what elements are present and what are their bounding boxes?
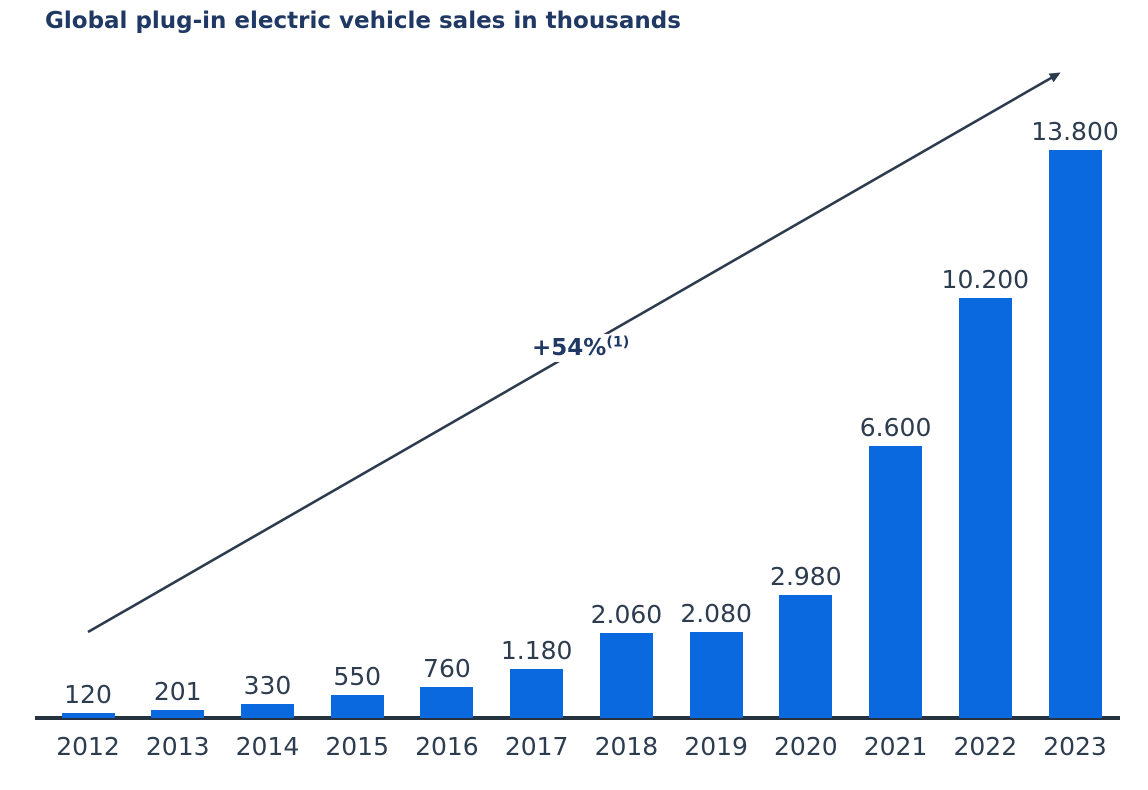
- bar-2022: [958, 298, 1012, 718]
- value-label-2017: 1.180: [500, 636, 573, 665]
- value-label-2012: 120: [64, 680, 112, 709]
- year-label-2023: 2023: [1043, 732, 1107, 761]
- year-label-2018: 2018: [594, 732, 659, 761]
- value-label-2021: 6.600: [859, 413, 932, 442]
- chart-title: Global plug-in electric vehicle sales in…: [45, 8, 681, 34]
- value-label-2013: 201: [153, 677, 202, 706]
- year-label-2015: 2015: [325, 732, 389, 761]
- footnote-marker: (1): [606, 334, 630, 351]
- year-label-2012: 2012: [56, 732, 120, 761]
- bar-2020: [779, 595, 833, 718]
- value-label-2018: 2.060: [590, 600, 663, 629]
- bar-2012: [61, 713, 115, 718]
- bar-2023: [1048, 150, 1102, 718]
- year-label-2020: 2020: [774, 732, 838, 761]
- value-label-2016: 760: [423, 654, 471, 683]
- bar-2018: [599, 633, 653, 718]
- year-label-2019: 2019: [684, 732, 748, 761]
- year-label-2014: 2014: [235, 732, 300, 761]
- growth-annotation: +54%(1): [526, 334, 636, 362]
- bar-2021: [869, 446, 923, 718]
- bar-2016: [420, 687, 474, 718]
- value-label-2014: 330: [243, 671, 292, 700]
- bar-2013: [151, 710, 205, 718]
- bar-2014: [240, 704, 294, 718]
- year-label-2016: 2016: [415, 732, 479, 761]
- bar-2015: [330, 695, 384, 718]
- value-label-2022: 10.200: [941, 265, 1030, 294]
- x-axis-line: [35, 716, 1120, 720]
- value-label-2020: 2.980: [770, 562, 842, 591]
- year-label-2021: 2021: [863, 732, 928, 761]
- value-label-2019: 2.080: [680, 599, 752, 628]
- year-label-2017: 2017: [504, 732, 569, 761]
- bar-2019: [689, 632, 743, 718]
- value-label-2023: 13.800: [1031, 117, 1119, 146]
- value-label-2015: 550: [333, 662, 382, 691]
- bar-2017: [510, 669, 564, 718]
- year-label-2022: 2022: [953, 732, 1018, 761]
- year-label-2013: 2013: [145, 732, 210, 761]
- growth-annotation-value: +54%: [532, 335, 607, 361]
